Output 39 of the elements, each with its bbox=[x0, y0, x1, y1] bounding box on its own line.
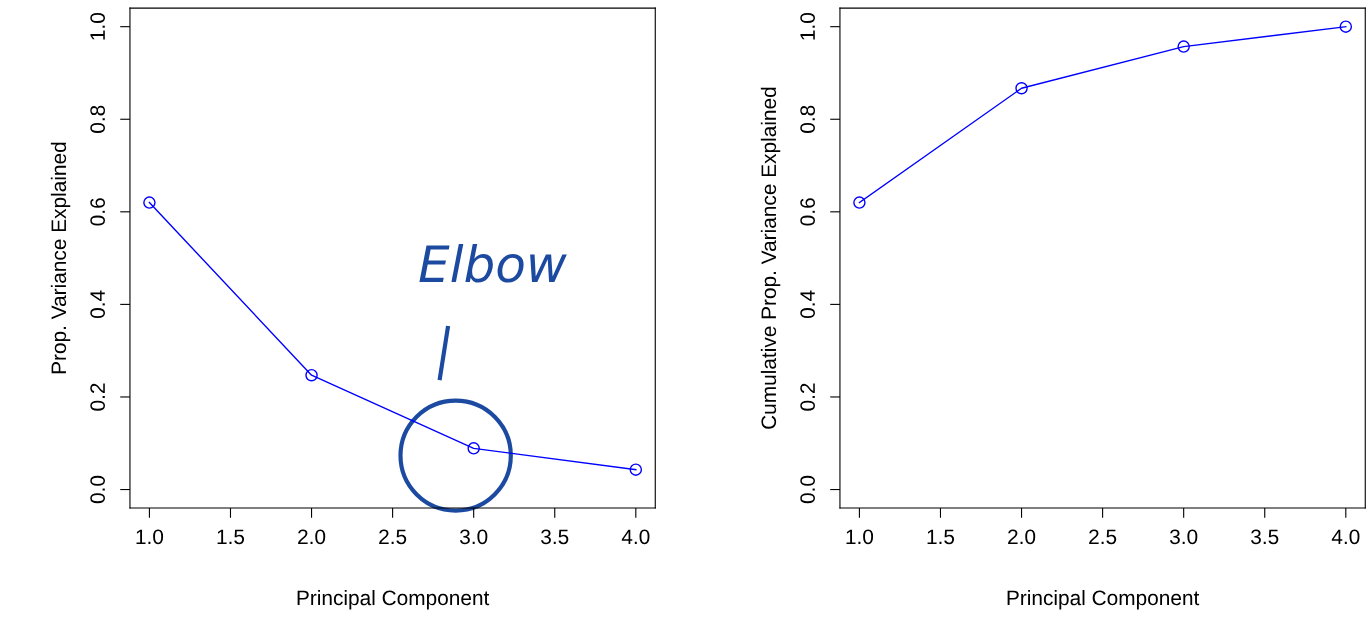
y-tick-label: 0.6 bbox=[800, 198, 815, 226]
x-tick-label: 3.5 bbox=[541, 529, 569, 545]
x-tick-label: 2.0 bbox=[1008, 529, 1036, 545]
point bbox=[305, 368, 318, 382]
x-tick-label: 3.5 bbox=[1251, 529, 1279, 545]
x-tick-label: 1.0 bbox=[846, 529, 874, 545]
point bbox=[1177, 40, 1190, 53]
annotation: Elbow bbox=[419, 243, 567, 283]
x-tick-label: 3.0 bbox=[1169, 529, 1198, 545]
y-tick-label: 0.6 bbox=[90, 198, 106, 226]
x-tick-label: 2.5 bbox=[1089, 529, 1117, 545]
y-tick-label: 0.8 bbox=[90, 105, 106, 133]
y-tick-label: 0.2 bbox=[800, 383, 815, 411]
x-tick-label: 4.0 bbox=[621, 529, 650, 545]
point bbox=[1015, 81, 1028, 95]
x-tick-label: 2.5 bbox=[379, 529, 407, 545]
y-tick-label: 1.0 bbox=[800, 13, 815, 40]
point bbox=[467, 442, 480, 455]
y-tick-label: 0.2 bbox=[90, 383, 106, 411]
x-tick-label: 1.5 bbox=[927, 529, 955, 545]
y-axis-title: Prop. Variance Explained bbox=[50, 142, 71, 374]
x-tick-label: 1.0 bbox=[136, 529, 164, 545]
x-tick-label: 4.0 bbox=[1331, 529, 1360, 545]
point bbox=[853, 196, 866, 209]
point bbox=[1339, 20, 1353, 33]
x-tick-label: 2.0 bbox=[298, 529, 326, 545]
y-axis-title: Cumulative Prop. Variance Explained bbox=[760, 87, 781, 429]
x-axis-title: Principal Component bbox=[297, 589, 490, 610]
y-tick-label: 0.0 bbox=[90, 475, 106, 504]
y-tick-label: 0.4 bbox=[90, 290, 106, 319]
x-tick-label: 3.0 bbox=[460, 529, 488, 545]
x-tick-label: 1.5 bbox=[217, 529, 245, 545]
y-tick-label: 0.4 bbox=[800, 290, 815, 319]
point bbox=[143, 196, 156, 209]
y-tick-label: 0.8 bbox=[800, 105, 815, 133]
point bbox=[629, 463, 643, 476]
x-axis-title: Principal Component bbox=[1007, 589, 1200, 610]
y-tick-label: 0.0 bbox=[800, 475, 815, 504]
y-tick-label: 1.0 bbox=[90, 13, 106, 40]
